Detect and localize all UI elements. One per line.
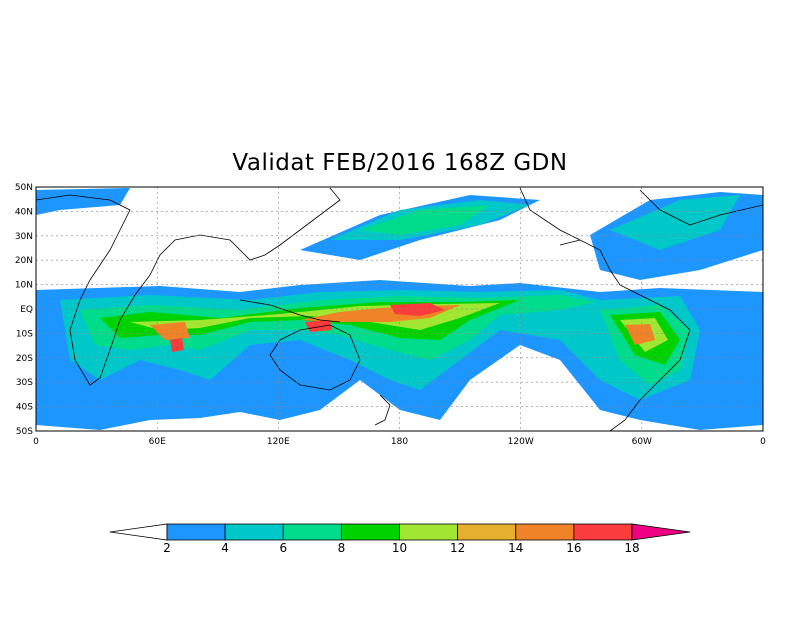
- colorbar-cell: [166, 523, 226, 541]
- colorbar-cell: [399, 523, 459, 541]
- colorbar-label: 4: [221, 541, 229, 555]
- lat-label: 20S: [16, 354, 33, 364]
- precip-band-16-18: [170, 303, 445, 352]
- colorbar-left-arrow: [109, 523, 168, 541]
- colorbar-label: 10: [392, 541, 407, 555]
- coastlines: [36, 187, 763, 431]
- colorbar-label: 6: [279, 541, 287, 555]
- lat-label: 20N: [15, 256, 33, 266]
- lon-label: 120W: [508, 437, 534, 447]
- colorbar-cell: [224, 523, 284, 541]
- lon-label: 120E: [267, 437, 290, 447]
- colorbar-right-arrow: [631, 523, 691, 541]
- colorbar-label: 8: [338, 541, 346, 555]
- lat-label: 10S: [16, 329, 33, 339]
- colorbar-label: 16: [566, 541, 581, 555]
- lat-label: 10N: [15, 281, 33, 291]
- lat-label: 30N: [15, 232, 33, 242]
- lon-label: 60W: [632, 437, 652, 447]
- colorbar-label: 2: [163, 541, 171, 555]
- colorbar-label: 18: [624, 541, 639, 555]
- colorbar-cell: [340, 523, 400, 541]
- colorbar-labels: 2 4 6 8 10 12 14 16 18: [163, 541, 639, 555]
- lat-label: 50N: [15, 183, 33, 193]
- colorbar-cell: [282, 523, 342, 541]
- lon-label: 180: [391, 437, 408, 447]
- lat-label: 50S: [16, 427, 33, 437]
- lon-label: 60E: [149, 437, 166, 447]
- colorbar-cells: [166, 523, 633, 541]
- lat-label: 30S: [16, 378, 33, 388]
- lat-label: 40N: [15, 207, 33, 217]
- colorbar-cell: [515, 523, 575, 541]
- page-title: Validat FEB/2016 168Z GDN: [232, 150, 568, 176]
- lat-label: 40S: [16, 403, 33, 413]
- lon-axis: 0 60E 120E 180 120W 60W 0: [33, 437, 766, 447]
- colorbar-label: 14: [508, 541, 523, 555]
- lon-label: 0: [760, 437, 766, 447]
- lat-axis: 50N 40N 30N 20N 10N EQ 10S 20S 30S 40S 5…: [15, 183, 33, 437]
- lon-label: 0: [33, 437, 39, 447]
- grid-lines: [36, 187, 763, 431]
- colorbar: 2 4 6 8 10 12 14 16 18: [109, 523, 691, 555]
- colorbar-cell: [573, 523, 633, 541]
- colorbar-cell: [457, 523, 517, 541]
- colorbar-label: 12: [450, 541, 465, 555]
- precipitation-map: [36, 187, 763, 431]
- lat-label: EQ: [20, 305, 33, 315]
- map-frame: [35, 186, 764, 432]
